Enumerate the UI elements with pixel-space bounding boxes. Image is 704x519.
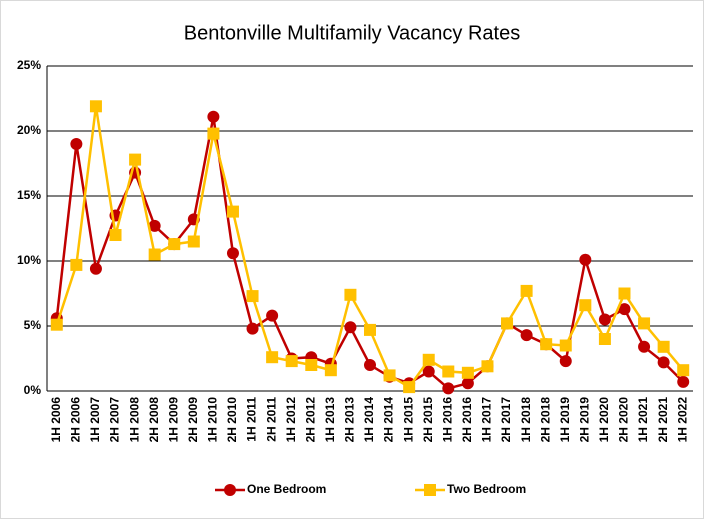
- point: [50, 318, 63, 331]
- point: [559, 355, 572, 368]
- legend-label: One Bedroom: [247, 482, 326, 496]
- point: [520, 329, 533, 342]
- point: [442, 382, 455, 395]
- x-tick-label: 1H 2022: [675, 397, 689, 443]
- legend-label: Two Bedroom: [447, 482, 526, 496]
- point: [364, 359, 376, 371]
- point: [677, 364, 690, 377]
- point: [383, 369, 396, 382]
- legend-marker: [224, 484, 236, 496]
- x-tick-label: 2H 2006: [69, 397, 83, 443]
- x-tick-label: 1H 2006: [49, 397, 63, 443]
- x-tick-label: 2H 2013: [343, 397, 357, 443]
- y-tick-label: 10%: [17, 253, 41, 267]
- x-tick-label: 2H 2021: [656, 397, 670, 443]
- point: [442, 365, 455, 378]
- point: [657, 340, 670, 353]
- point: [598, 333, 611, 345]
- x-tick-label: 1H 2016: [440, 397, 454, 443]
- x-tick-label: 2H 2020: [617, 397, 631, 443]
- x-tick-label: 1H 2019: [558, 397, 572, 443]
- point: [187, 235, 200, 248]
- x-tick-label: 2H 2007: [108, 397, 122, 443]
- x-tick-label: 1H 2010: [206, 397, 220, 443]
- point: [246, 322, 259, 335]
- y-tick-label: 20%: [17, 123, 41, 137]
- x-tick-label: 1H 2014: [362, 397, 376, 443]
- x-tick-label: 2H 2017: [499, 397, 513, 443]
- x-tick-label: 2H 2009: [186, 397, 200, 443]
- point: [559, 339, 572, 352]
- x-tick-label: 2H 2012: [303, 397, 317, 443]
- point: [207, 127, 220, 140]
- y-tick-label: 5%: [24, 318, 42, 332]
- point: [422, 365, 435, 378]
- x-tick-label: 1H 2009: [166, 397, 180, 443]
- point: [305, 359, 318, 371]
- x-tick-label: 2H 2011: [264, 397, 278, 442]
- point: [148, 219, 161, 232]
- point: [89, 262, 102, 275]
- x-tick-label: 2H 2010: [225, 397, 239, 443]
- x-tick-label: 2H 2019: [578, 397, 592, 443]
- x-tick-label: 1H 2008: [127, 397, 141, 443]
- point: [403, 381, 416, 394]
- point: [461, 377, 474, 390]
- point: [481, 360, 494, 373]
- x-tick-label: 2H 2016: [460, 397, 474, 443]
- x-tick-label: 1H 2007: [88, 397, 102, 443]
- point: [638, 340, 651, 353]
- point: [109, 229, 122, 241]
- point: [598, 313, 611, 326]
- point: [226, 205, 239, 218]
- x-tick-label: 1H 2017: [480, 397, 494, 443]
- x-tick-label: 1H 2018: [519, 397, 533, 443]
- x-tick-label: 1H 2021: [636, 397, 650, 443]
- chart-title: Bentonville Multifamily Vacancy Rates: [184, 22, 520, 44]
- point: [540, 338, 553, 351]
- point: [89, 100, 102, 113]
- point: [344, 288, 357, 301]
- point: [657, 356, 670, 369]
- point: [344, 321, 357, 334]
- point: [226, 247, 239, 260]
- x-tick-label: 2H 2018: [538, 397, 552, 443]
- point: [364, 323, 376, 336]
- point: [520, 284, 533, 297]
- point: [266, 351, 279, 364]
- point: [579, 299, 592, 312]
- point: [677, 375, 690, 388]
- point: [207, 110, 220, 123]
- x-tick-label: 1H 2020: [597, 397, 611, 443]
- point: [70, 258, 83, 271]
- x-tick-label: 1H 2013: [323, 397, 337, 443]
- x-tick-label: 1H 2015: [401, 397, 415, 443]
- x-tick-label: 2H 2015: [421, 397, 435, 443]
- point: [129, 153, 142, 166]
- point: [461, 366, 474, 379]
- point: [422, 353, 435, 366]
- y-tick-label: 0%: [24, 383, 42, 397]
- point: [148, 248, 161, 261]
- point: [285, 355, 298, 368]
- point: [266, 309, 279, 322]
- x-tick-label: 2H 2008: [147, 397, 161, 443]
- point: [618, 303, 631, 316]
- point: [579, 253, 592, 266]
- y-tick-label: 25%: [17, 58, 41, 72]
- point: [168, 238, 181, 251]
- x-tick-label: 2H 2014: [382, 397, 396, 443]
- x-tick-label: 1H 2012: [284, 397, 298, 443]
- x-tick-label: 1H 2011: [245, 397, 259, 442]
- point: [246, 290, 259, 303]
- point: [638, 317, 651, 330]
- point: [618, 287, 631, 300]
- point: [501, 317, 514, 330]
- point: [70, 138, 83, 150]
- y-tick-label: 15%: [17, 188, 41, 202]
- legend-marker: [424, 484, 436, 496]
- point: [324, 364, 337, 377]
